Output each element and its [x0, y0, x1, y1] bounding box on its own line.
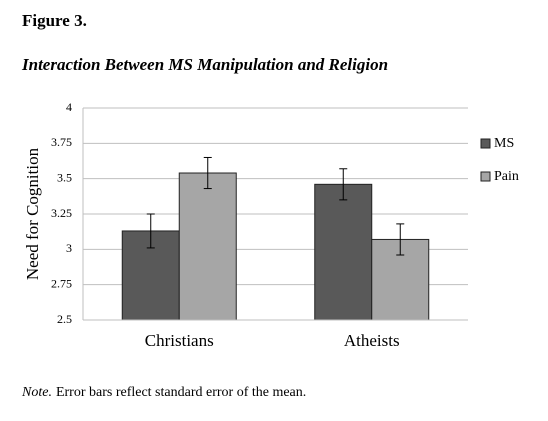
y-axis-label: Need for Cognition — [23, 147, 42, 280]
y-tick-label: 2.5 — [57, 312, 72, 326]
chart-title: Interaction Between MS Manipulation and … — [21, 55, 388, 74]
y-tick-label: 3 — [66, 241, 72, 255]
bar — [314, 183, 373, 321]
legend-label: MS — [494, 136, 514, 151]
x-tick-label: Atheists — [344, 331, 400, 350]
x-tick-label: Christians — [145, 331, 214, 350]
legend-swatch — [480, 171, 491, 182]
y-tick-label: 4 — [66, 100, 72, 114]
legend-label: Pain — [494, 169, 519, 184]
note: Note. Error bars reflect standard error o… — [21, 385, 306, 400]
error-bar — [339, 168, 348, 201]
note-text: Error bars reflect standard error of the… — [56, 385, 306, 400]
figure-label: Figure 3. — [22, 11, 87, 30]
bar — [178, 172, 237, 321]
legend-swatch — [480, 138, 491, 149]
y-tick-label: 3.75 — [51, 135, 72, 149]
error-bar — [396, 223, 405, 256]
note-label: Note. — [21, 385, 52, 400]
error-bar — [146, 213, 155, 249]
y-tick-label: 3.5 — [57, 170, 72, 184]
y-tick-label: 3.25 — [51, 206, 72, 220]
error-bar — [203, 156, 212, 190]
y-tick-label: 2.75 — [51, 276, 72, 290]
